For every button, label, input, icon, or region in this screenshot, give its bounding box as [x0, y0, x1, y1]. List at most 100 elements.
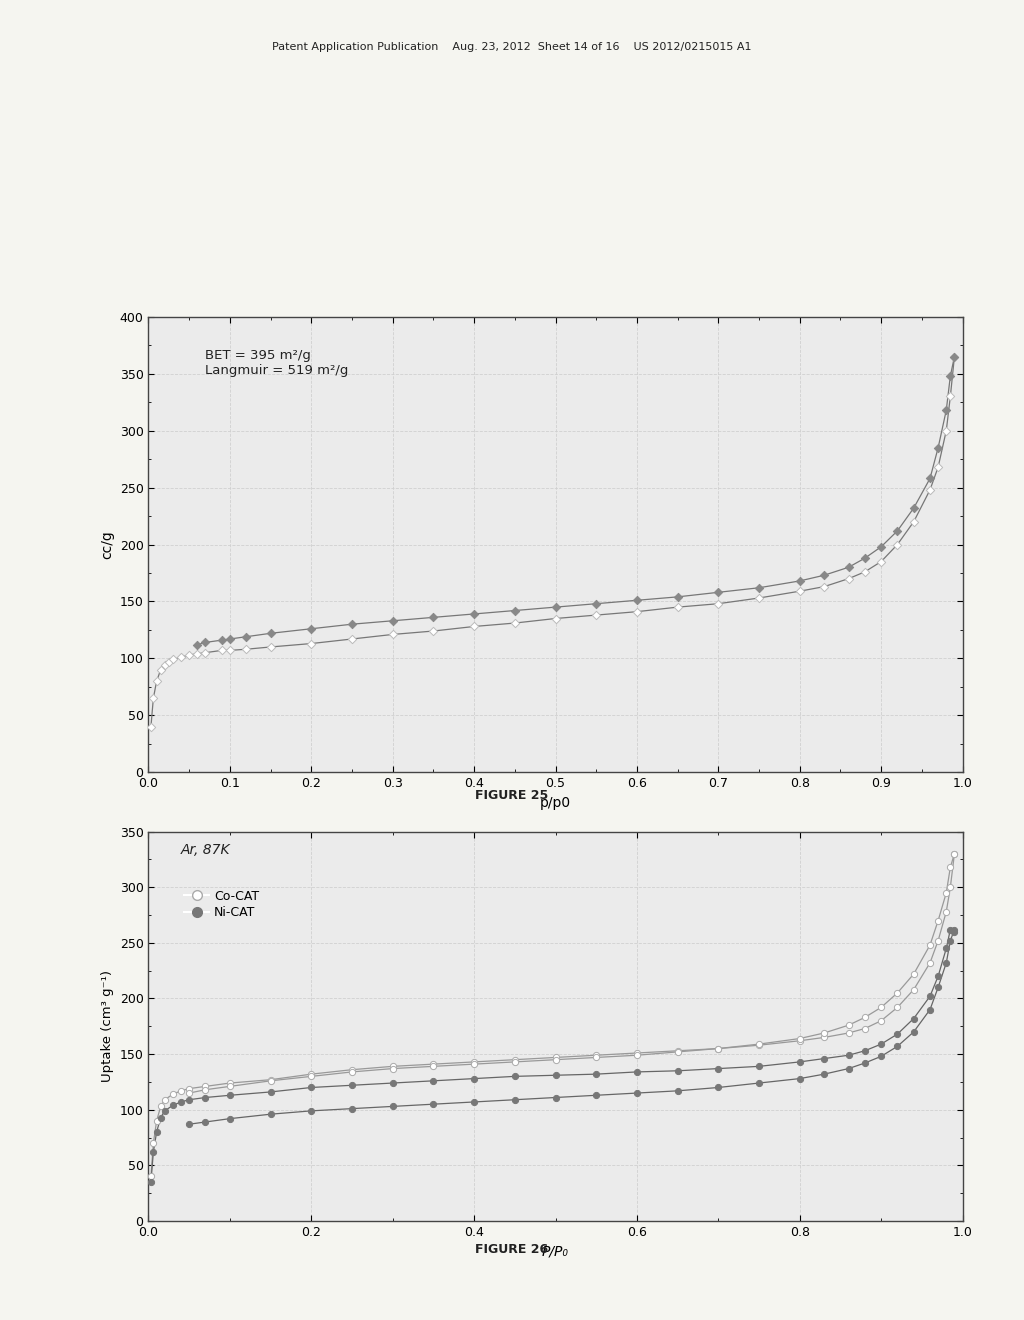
Point: [153, 1096, 169, 1117]
Point: [148, 1122, 165, 1143]
Point: [588, 1044, 604, 1065]
Point: [547, 597, 563, 618]
Point: [670, 597, 686, 618]
Point: [303, 1077, 319, 1098]
Point: [384, 624, 400, 645]
Point: [344, 628, 360, 649]
Point: [938, 952, 954, 973]
Point: [181, 1089, 198, 1110]
Point: [857, 1052, 873, 1073]
Point: [466, 1068, 482, 1089]
Point: [629, 1044, 645, 1065]
Point: [872, 1034, 889, 1055]
Point: [922, 935, 938, 956]
Point: [189, 634, 206, 655]
Point: [384, 610, 400, 631]
Point: [145, 688, 162, 709]
Point: [507, 1049, 523, 1071]
Point: [922, 986, 938, 1007]
Point: [547, 1049, 563, 1071]
Point: [157, 1101, 173, 1122]
Point: [221, 1076, 238, 1097]
Point: [946, 919, 963, 940]
Point: [905, 1022, 922, 1043]
Point: [905, 498, 922, 519]
Point: [872, 1045, 889, 1067]
Point: [173, 647, 189, 668]
Point: [946, 346, 963, 367]
Point: [670, 1080, 686, 1101]
Point: [547, 609, 563, 630]
Point: [751, 577, 767, 598]
Y-axis label: cc/g: cc/g: [100, 531, 115, 558]
Point: [344, 1098, 360, 1119]
Point: [466, 1051, 482, 1072]
Point: [303, 1065, 319, 1086]
Point: [841, 1044, 857, 1065]
Point: [946, 843, 963, 865]
Point: [384, 1072, 400, 1093]
Point: [262, 1069, 279, 1090]
Point: [670, 1040, 686, 1061]
Point: [629, 1043, 645, 1064]
Point: [303, 618, 319, 639]
Point: [857, 1018, 873, 1039]
Point: [466, 1092, 482, 1113]
Point: [145, 1133, 162, 1154]
Point: [942, 857, 958, 878]
Point: [198, 642, 214, 663]
Point: [905, 511, 922, 532]
Point: [588, 605, 604, 626]
Point: [889, 1036, 905, 1057]
Point: [711, 1038, 727, 1059]
Point: [384, 1096, 400, 1117]
Point: [816, 1027, 833, 1048]
Point: [262, 623, 279, 644]
Point: [153, 1107, 169, 1129]
Point: [711, 582, 727, 603]
Point: [857, 1007, 873, 1028]
Point: [344, 614, 360, 635]
Point: [889, 520, 905, 541]
X-axis label: p/p0: p/p0: [540, 796, 571, 809]
Point: [841, 1023, 857, 1044]
Point: [942, 931, 958, 952]
Point: [922, 467, 938, 488]
Point: [425, 620, 441, 642]
Point: [588, 1085, 604, 1106]
Point: [221, 1107, 238, 1129]
Point: [711, 1038, 727, 1059]
Point: [946, 843, 963, 865]
Point: [930, 977, 946, 998]
Point: [181, 644, 198, 665]
Point: [751, 1056, 767, 1077]
Point: [629, 1061, 645, 1082]
Point: [942, 919, 958, 940]
Point: [507, 1065, 523, 1086]
Point: [792, 581, 808, 602]
Point: [588, 593, 604, 614]
Point: [930, 966, 946, 987]
Point: [262, 636, 279, 657]
Point: [872, 536, 889, 557]
Point: [670, 1041, 686, 1063]
Point: [165, 1084, 181, 1105]
Point: [384, 1056, 400, 1077]
Point: [792, 570, 808, 591]
Point: [344, 1059, 360, 1080]
Point: [922, 479, 938, 500]
Point: [165, 1094, 181, 1115]
Point: [946, 921, 963, 942]
Point: [507, 1051, 523, 1072]
Point: [711, 1077, 727, 1098]
Point: [507, 1089, 523, 1110]
Point: [384, 1059, 400, 1080]
Point: [930, 457, 946, 478]
Point: [751, 587, 767, 609]
Point: [262, 1081, 279, 1102]
Point: [221, 1072, 238, 1093]
Point: [547, 1047, 563, 1068]
Point: [751, 1072, 767, 1093]
Point: [872, 997, 889, 1018]
Point: [942, 385, 958, 407]
